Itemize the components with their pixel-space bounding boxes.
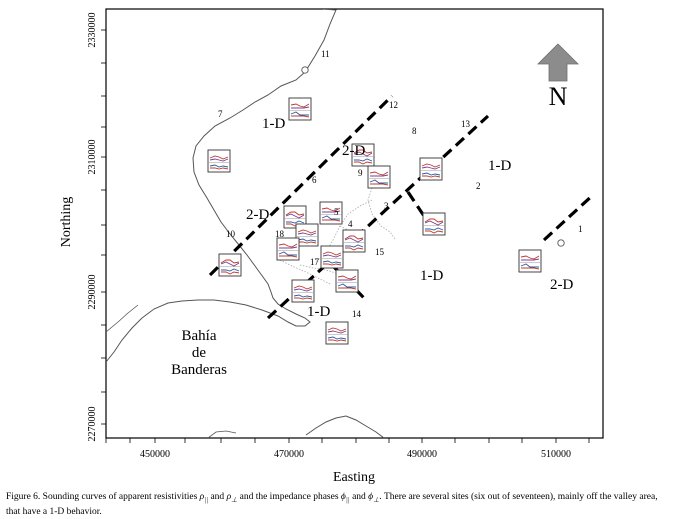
y-axis [101, 29, 106, 425]
x-tick-labels: 450000 470000 490000 510000 [140, 449, 571, 460]
caption-rho-parallel: ρ|| [199, 492, 209, 504]
coastline [106, 9, 385, 438]
site-label: 6 [312, 175, 317, 185]
caption-lead: Figure 6. Sounding curves of apparent re… [6, 492, 200, 502]
sounding-panel [422, 212, 446, 236]
zone-label: 1-D [488, 158, 511, 174]
x-tick-label: 510000 [541, 449, 571, 460]
site-label: 12 [389, 100, 398, 110]
north-arrow: N [537, 43, 579, 111]
y-tick-label: 2270000 [87, 407, 98, 442]
sounding-panel [288, 97, 312, 121]
zone-labels: 1-D 2-D 2-D 1-D 1-D 1-D 2-D [246, 116, 573, 320]
site-label: 9 [358, 168, 363, 178]
site-label: 10 [226, 229, 236, 239]
sounding-panel [207, 149, 231, 173]
site-label: 14 [352, 309, 362, 319]
caption-tail: . There are several sites (six out of se… [6, 492, 658, 517]
sounding-panel [518, 249, 542, 273]
x-tick-label: 450000 [140, 449, 170, 460]
site-label: 5 [334, 207, 339, 217]
y-tick-labels: 2330000 2310000 2290000 2270000 [87, 13, 98, 442]
site-label: 17 [310, 257, 320, 267]
zone-label: 2-D [246, 207, 269, 223]
site-label: 2 [476, 181, 481, 191]
sounding-panels [207, 97, 542, 345]
site-label: 7 [218, 109, 223, 119]
bay-label-line: Bahía [182, 328, 217, 344]
caption-phi-perp: ϕ⊥ [368, 492, 380, 504]
map-frame [105, 8, 604, 439]
sounding-panel [419, 157, 443, 181]
sounding-panel [320, 245, 344, 269]
boundary-line-east [542, 192, 596, 242]
site-label: 4 [348, 219, 353, 229]
sounding-panel [218, 253, 242, 277]
caption-phi-parallel: ϕ|| [340, 492, 350, 504]
north-arrow-icon [537, 43, 579, 82]
site-marker [301, 66, 309, 74]
sounding-panel [367, 165, 391, 189]
sounding-panel [342, 229, 366, 253]
boundary-line-central [266, 114, 490, 320]
site-label: 3 [384, 201, 389, 211]
y-tick-label: 2290000 [87, 275, 98, 310]
bay-label-line: Banderas [171, 362, 227, 378]
sounding-panel [295, 223, 319, 247]
site-marker [557, 239, 565, 247]
sounding-panel [276, 237, 300, 261]
site-label: 1 [578, 224, 583, 234]
bay-label-line: de [192, 345, 207, 361]
sounding-panel [291, 279, 315, 303]
x-tick-label: 490000 [407, 449, 437, 460]
y-tick-label: 2330000 [87, 13, 98, 48]
x-tick-label: 470000 [274, 449, 304, 460]
sounding-panel [335, 269, 359, 293]
y-axis-label: Northing [59, 197, 74, 248]
caption-mid: and the impedance phases [237, 492, 341, 502]
sounding-panel [351, 143, 375, 167]
y-tick-label: 2310000 [87, 140, 98, 175]
x-axis-label: Easting [333, 470, 375, 485]
site-label: 8 [412, 126, 417, 136]
site-label: 11 [321, 49, 330, 59]
sounding-panel [319, 201, 343, 225]
caption-rho-perp: ρ⊥ [226, 492, 238, 504]
sounding-panel [325, 321, 349, 345]
boundary-line-north [208, 94, 394, 277]
x-axis [105, 438, 590, 443]
zone-label: 1-D [262, 116, 285, 132]
north-label: N [549, 82, 568, 111]
site-labels: 11 12 7 8 13 9 6 2 3 5 4 10 18 17 15 1 1… [218, 49, 583, 319]
site-label: 13 [461, 119, 471, 129]
zone-label: 2-D [342, 143, 365, 159]
bay-label: Bahía de Banderas [171, 328, 227, 378]
caption-and: and [208, 492, 227, 502]
site-label: 15 [375, 247, 385, 257]
caption-and-2: and [349, 492, 369, 502]
zone-label: 1-D [307, 304, 330, 320]
figure-caption: Figure 6. Sounding curves of apparent re… [6, 491, 674, 518]
zone-label: 1-D [420, 268, 443, 284]
site-label: 18 [275, 229, 285, 239]
zone-label: 2-D [550, 277, 573, 293]
